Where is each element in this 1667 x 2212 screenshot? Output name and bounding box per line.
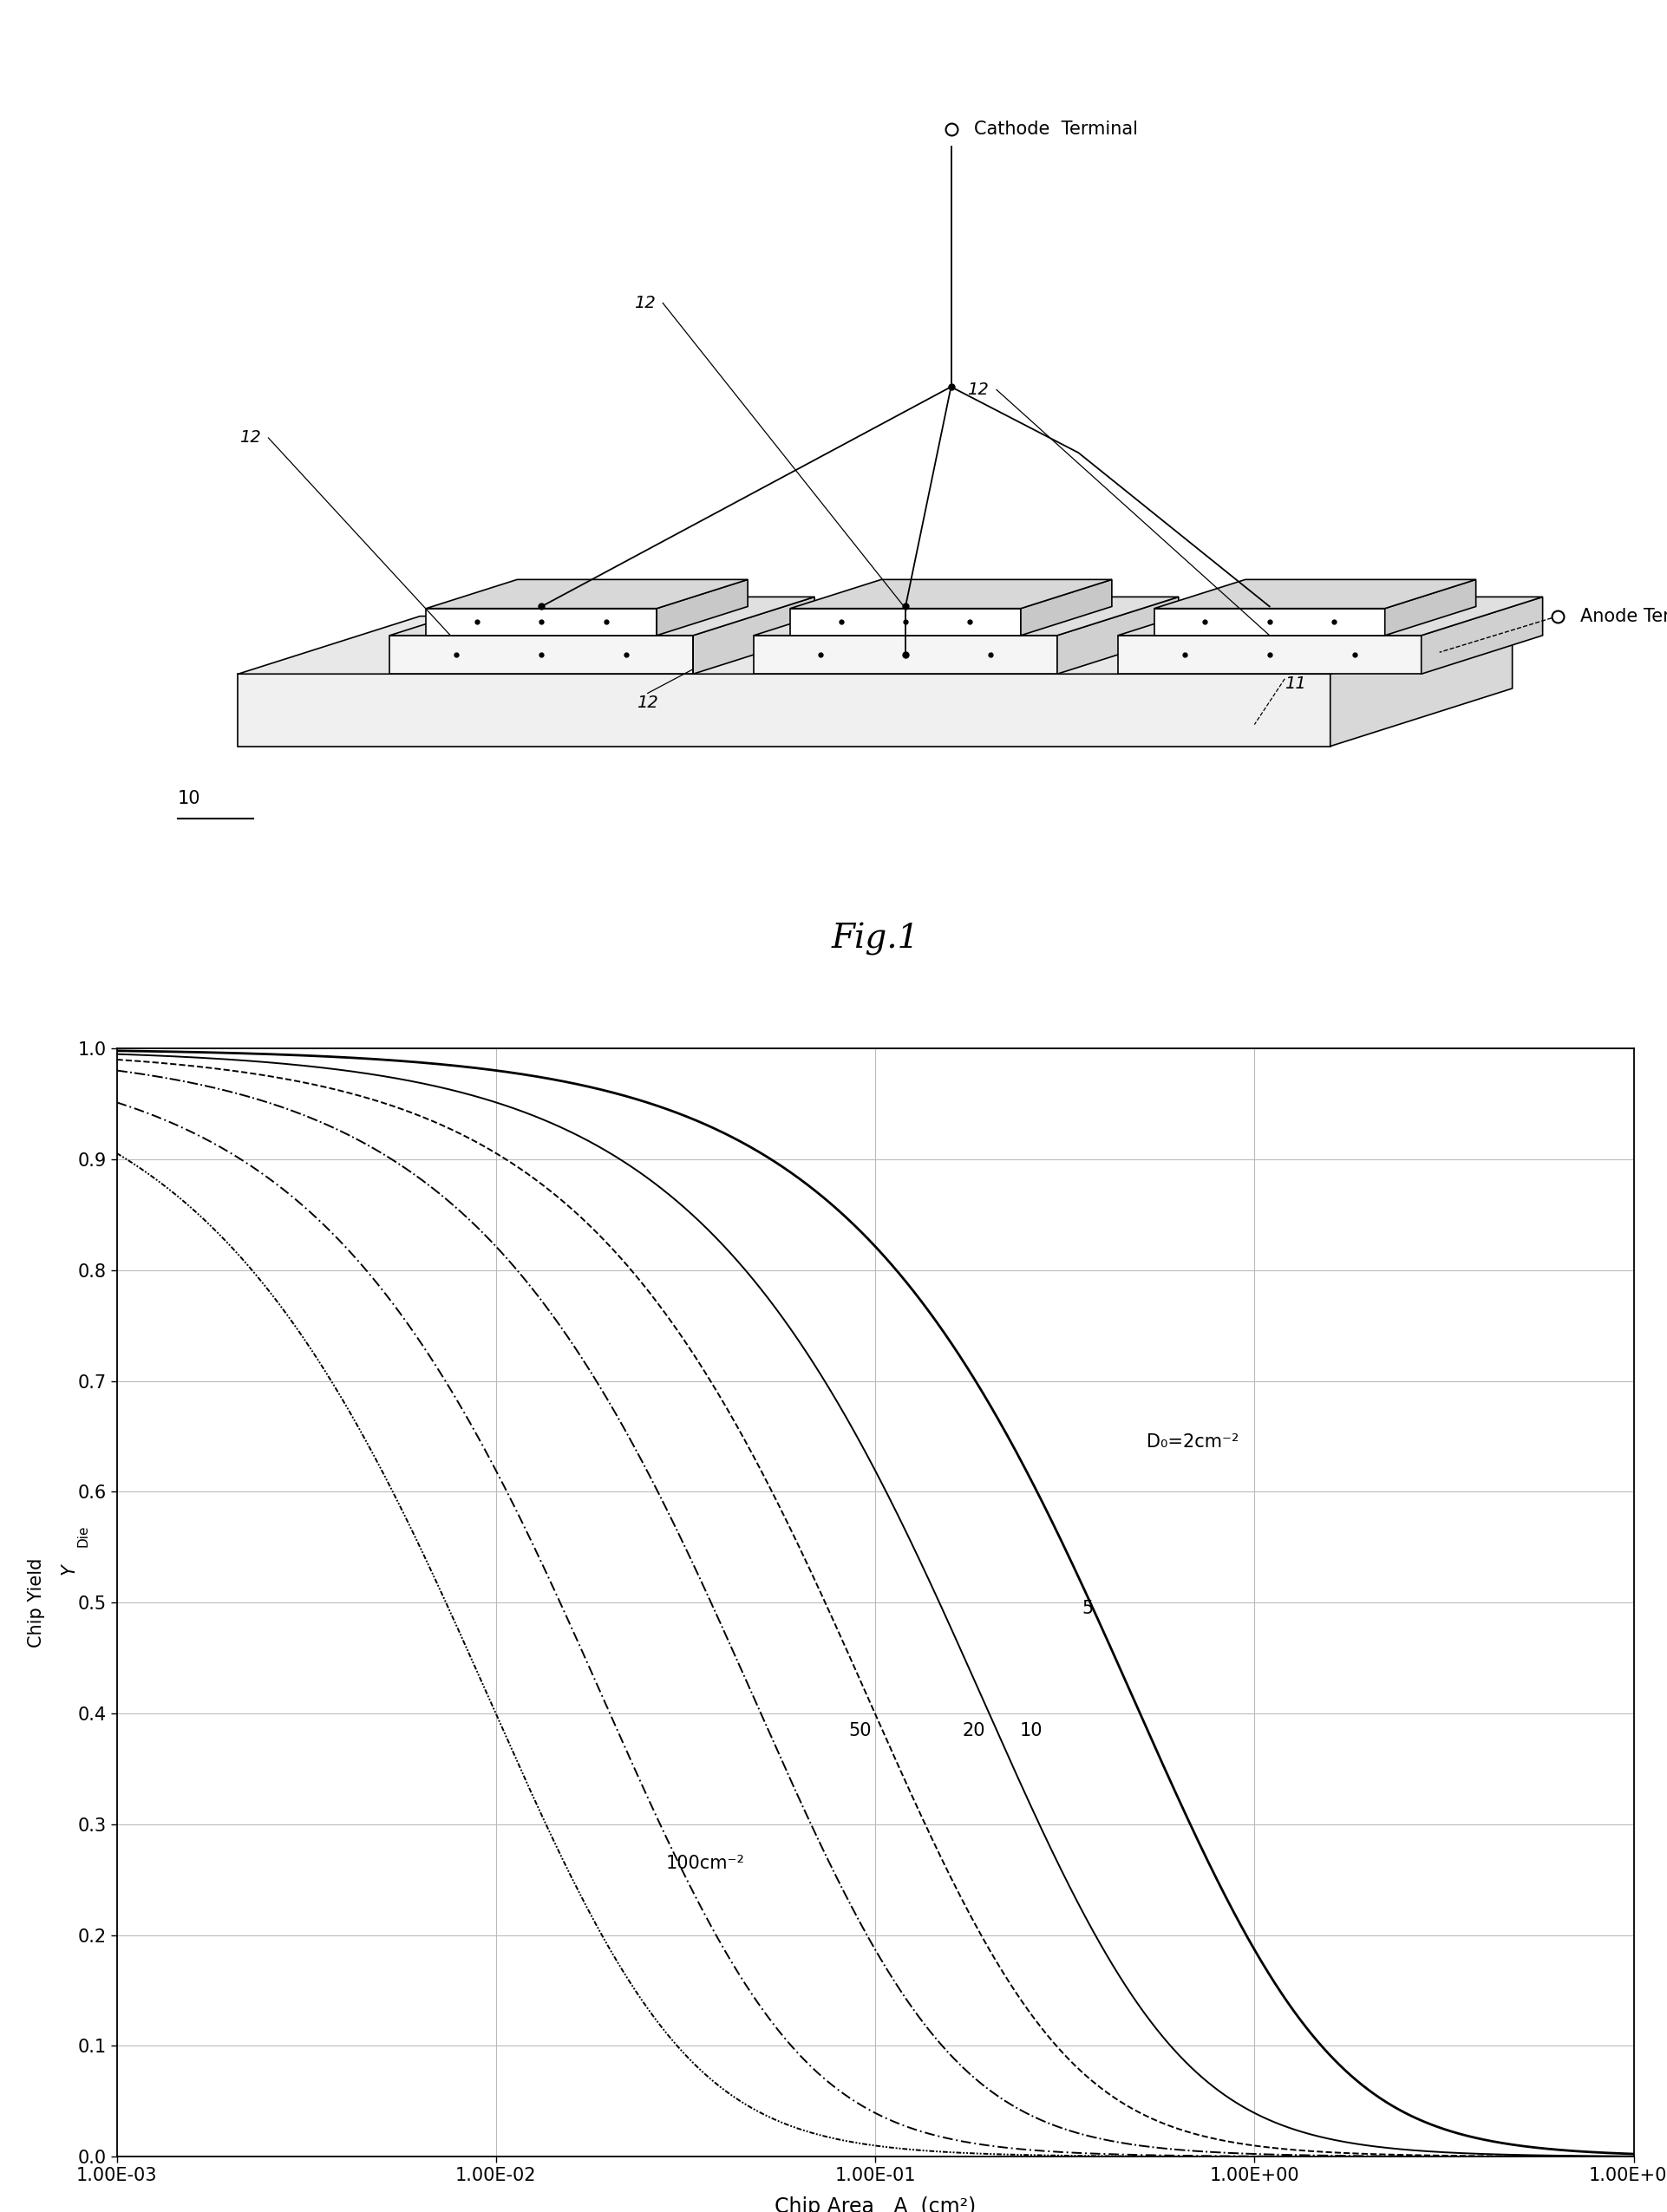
Text: 12: 12 (967, 380, 989, 398)
Text: Cathode  Terminal: Cathode Terminal (974, 122, 1137, 137)
Polygon shape (753, 635, 1057, 675)
Polygon shape (427, 580, 748, 608)
Text: 10: 10 (177, 790, 200, 807)
Polygon shape (657, 580, 748, 635)
Polygon shape (1057, 597, 1179, 675)
Text: D₀=2cm⁻²: D₀=2cm⁻² (1147, 1433, 1239, 1451)
Polygon shape (1119, 597, 1542, 635)
Text: 5: 5 (1082, 1599, 1094, 1617)
Text: 100cm⁻²: 100cm⁻² (665, 1854, 745, 1871)
Polygon shape (790, 580, 1112, 608)
Text: 12: 12 (637, 695, 658, 712)
Text: 12: 12 (240, 429, 260, 447)
Text: Chip Yield: Chip Yield (28, 1557, 45, 1648)
Text: Die: Die (77, 1526, 90, 1548)
Text: 10: 10 (1019, 1721, 1042, 1739)
Text: 12: 12 (633, 294, 655, 312)
Text: Anode Terminal: Anode Terminal (1580, 608, 1667, 624)
Polygon shape (1385, 580, 1475, 635)
Polygon shape (390, 597, 815, 635)
Text: 11: 11 (1285, 675, 1307, 692)
X-axis label: Chip Area   A  (cm²): Chip Area A (cm²) (775, 2197, 975, 2212)
Polygon shape (427, 608, 657, 635)
Polygon shape (238, 617, 1512, 675)
Polygon shape (1154, 608, 1385, 635)
Text: $Y$: $Y$ (62, 1562, 78, 1577)
Polygon shape (1330, 617, 1512, 745)
Polygon shape (1154, 580, 1475, 608)
Polygon shape (790, 608, 1020, 635)
Polygon shape (238, 675, 1330, 745)
Polygon shape (1020, 580, 1112, 635)
Text: 20: 20 (962, 1721, 985, 1739)
Text: Fig.1: Fig.1 (832, 922, 919, 956)
Text: 50: 50 (849, 1721, 872, 1739)
Polygon shape (1119, 635, 1422, 675)
Polygon shape (753, 597, 1179, 635)
Polygon shape (1422, 597, 1542, 675)
Polygon shape (390, 635, 693, 675)
Polygon shape (693, 597, 815, 675)
